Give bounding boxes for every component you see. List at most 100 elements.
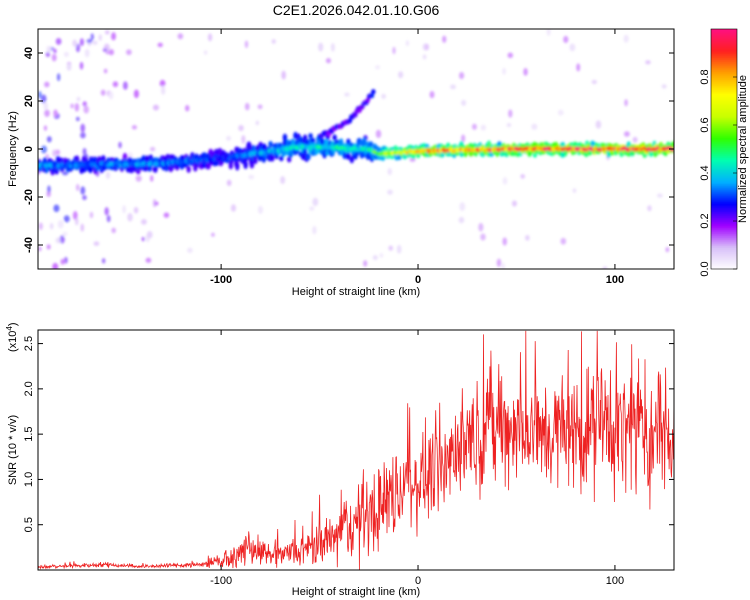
colorbar-segment xyxy=(711,129,737,132)
colorbar-tick-label: 0.4 xyxy=(699,165,711,180)
heatmap-cell xyxy=(459,202,466,211)
heatmap-cell xyxy=(387,167,393,176)
colorbar-segment xyxy=(711,125,737,128)
heatmap-cell xyxy=(127,212,133,222)
heatmap-cell xyxy=(557,109,564,116)
heatmap-cell xyxy=(244,40,249,49)
heatmap-cell xyxy=(80,223,85,232)
heatmap-y-tick-label: 20 xyxy=(23,95,35,107)
heatmap-cell xyxy=(135,175,142,182)
colorbar-segment xyxy=(711,93,737,96)
colorbar-segment xyxy=(711,75,737,78)
heatmap-cell xyxy=(308,133,313,139)
colorbar-frame xyxy=(710,28,738,270)
heatmap-cell xyxy=(623,34,629,43)
heatmap-cell xyxy=(257,104,263,110)
heatmap-cell xyxy=(602,266,608,269)
heatmap-cell xyxy=(49,222,54,230)
heatmap-cell xyxy=(253,158,258,165)
snr-y-tick-label: 0.5 xyxy=(23,517,35,532)
heatmap-cell xyxy=(632,136,638,143)
heatmap-cell xyxy=(59,234,65,244)
heatmap-track xyxy=(38,89,674,176)
colorbar-segment xyxy=(711,87,737,90)
heatmap-cell xyxy=(43,125,48,131)
heatmap-y-tick-label: 40 xyxy=(23,47,35,59)
snr-y-axis-label: SNR (10 * v/v) xyxy=(7,415,19,485)
heatmap-cell xyxy=(569,43,576,52)
snr-y-tick-label: 1.5 xyxy=(23,427,35,442)
heatmap-cell xyxy=(281,150,286,157)
heatmap-cell xyxy=(55,149,61,156)
colorbar-segment xyxy=(711,43,737,46)
heatmap-cell xyxy=(523,67,528,76)
snr-y-multiplier: (x104) xyxy=(5,322,19,352)
heatmap-x-ticks: -100 0 100 xyxy=(210,29,624,286)
heatmap-cell xyxy=(450,84,456,90)
heatmap-x-tick-label: -100 xyxy=(210,274,232,286)
heatmap-cell xyxy=(248,174,255,180)
colorbar-segment xyxy=(711,55,737,58)
colorbar-segment xyxy=(711,263,737,266)
colorbar-segment xyxy=(711,231,737,234)
heatmap-cell xyxy=(76,96,81,102)
colorbar-segment xyxy=(711,191,737,194)
heatmap-cell xyxy=(126,49,132,56)
colorbar-segment xyxy=(711,63,737,66)
heatmap-cell xyxy=(502,177,508,185)
heatmap-cell xyxy=(531,123,538,130)
snr-x-ticks: -100 0 100 xyxy=(210,330,624,587)
snr-x-axis-label: Height of straight line (km) xyxy=(292,586,420,598)
colorbar-segment xyxy=(711,47,737,50)
heatmap-cell xyxy=(83,105,89,114)
colorbar-segment xyxy=(711,49,737,52)
heatmap-cell xyxy=(45,51,51,58)
heatmap-cell xyxy=(89,211,94,219)
heatmap-cell xyxy=(53,48,57,54)
heatmap-cell xyxy=(149,146,156,152)
heatmap-cell xyxy=(98,34,102,41)
heatmap-cell xyxy=(103,68,108,74)
heatmap-cell xyxy=(306,153,311,160)
heatmap-cell xyxy=(38,246,42,252)
heatmap-cell xyxy=(520,174,525,179)
heatmap-cell xyxy=(150,175,154,182)
heatmap-cell xyxy=(344,92,350,97)
heatmap-cell xyxy=(47,185,51,194)
heatmap-cell xyxy=(480,124,486,131)
heatmap-cell xyxy=(665,246,670,253)
heatmap-cell xyxy=(101,258,106,264)
heatmap-cell xyxy=(46,244,51,250)
heatmap-cell xyxy=(53,109,58,117)
heatmap-cell xyxy=(62,171,69,176)
colorbar-segment xyxy=(711,117,737,120)
heatmap-cell xyxy=(255,120,260,126)
snr-series-line xyxy=(38,330,674,570)
heatmap-cell xyxy=(330,42,335,52)
colorbar-segment xyxy=(711,165,737,168)
heatmap-noise xyxy=(38,29,670,269)
colorbar-segment xyxy=(711,101,737,104)
colorbar-segment xyxy=(711,157,737,160)
heatmap-cell xyxy=(104,30,110,35)
colorbar-segment xyxy=(711,253,737,256)
colorbar-segment xyxy=(711,85,737,88)
heatmap-cell xyxy=(501,262,505,269)
heatmap-cell xyxy=(133,89,139,99)
heatmap-cell xyxy=(226,179,232,187)
heatmap-cell xyxy=(112,81,119,88)
heatmap-cell xyxy=(471,123,477,130)
colorbar-segment xyxy=(711,113,737,116)
heatmap-cell xyxy=(379,253,384,258)
heatmap-cell xyxy=(186,165,191,173)
heatmap-cell xyxy=(371,89,376,95)
heatmap-cell xyxy=(44,109,50,117)
colorbar-segment xyxy=(711,217,737,220)
heatmap-y-tick-label: -40 xyxy=(23,237,35,253)
heatmap-cell xyxy=(645,60,651,65)
heatmap-cell xyxy=(624,99,628,107)
heatmap-cell xyxy=(43,102,49,111)
heatmap-cell xyxy=(506,122,512,128)
heatmap-cell xyxy=(502,67,506,75)
heatmap-cell xyxy=(429,90,435,99)
